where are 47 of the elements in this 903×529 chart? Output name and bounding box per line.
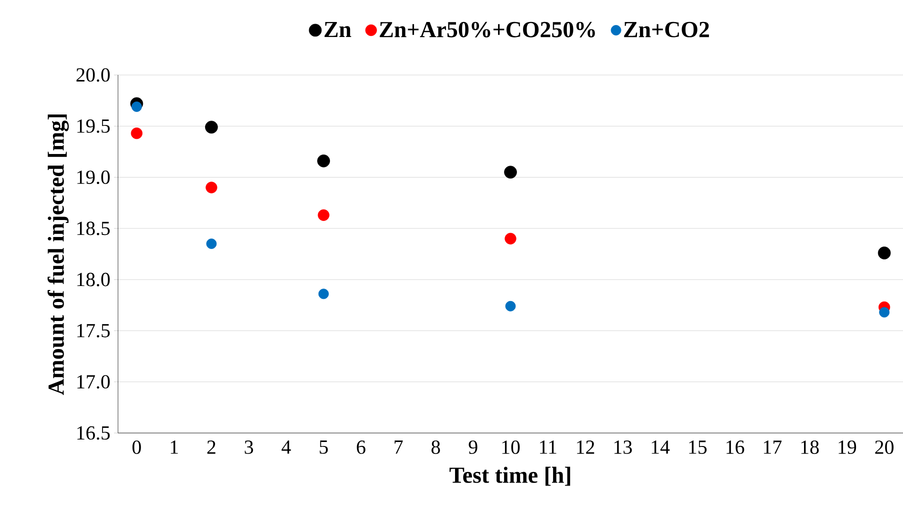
y-tick-label: 20.0 — [76, 68, 110, 82]
point — [505, 300, 516, 312]
y-tick-label: 17.5 — [77, 324, 110, 338]
point — [504, 166, 517, 179]
point — [131, 102, 142, 112]
x-tick-label: 4 — [282, 440, 291, 454]
legend-label: Zn+Ar50%+CO250% — [380, 22, 595, 38]
x-axis-title: Test time [h] — [450, 466, 570, 486]
x-tick-label: 5 — [320, 440, 328, 454]
x-tick-label: 16 — [726, 440, 744, 454]
legend-label: Zn+CO2 — [624, 22, 709, 38]
x-tick-label: 17 — [764, 440, 782, 454]
point — [206, 238, 217, 249]
x-tick-label: 12 — [577, 440, 594, 454]
point — [318, 288, 329, 300]
point — [206, 182, 218, 194]
y-tick-label: 19.0 — [77, 170, 110, 184]
y-tick-label: 17.0 — [77, 375, 110, 389]
point — [318, 209, 330, 221]
x-tick-label: 7 — [394, 440, 403, 454]
x-tick-label: 20 — [875, 440, 894, 454]
y-tick-label: 16.5 — [77, 426, 110, 440]
x-tick-label: 10 — [502, 440, 520, 454]
x-tick-label: 9 — [468, 440, 478, 454]
y-tick-label: 18.5 — [77, 222, 110, 236]
point — [317, 154, 330, 168]
x-tick-label: 11 — [540, 440, 556, 454]
point — [878, 246, 891, 260]
y-tick-label: 19.5 — [77, 119, 110, 133]
x-tick-label: 8 — [432, 440, 440, 454]
point — [130, 128, 142, 140]
x-tick-label: 3 — [244, 440, 254, 454]
legend-label: Zn — [324, 22, 352, 37]
point — [504, 232, 516, 244]
point — [879, 307, 890, 318]
x-tick-label: 2 — [207, 440, 216, 454]
point — [205, 120, 218, 134]
x-tick-label: 18 — [801, 440, 819, 454]
x-tick-label: 0 — [132, 440, 141, 454]
x-tick-label: 19 — [838, 440, 856, 454]
y-tick-label: 18.0 — [77, 272, 110, 286]
x-tick-label: 6 — [356, 440, 366, 454]
x-tick-label: 15 — [689, 440, 707, 454]
x-tick-label: 1 — [170, 440, 178, 454]
x-tick-label: 14 — [652, 440, 670, 454]
y-axis-title: Amount of fuel injected [mg] — [48, 114, 69, 396]
x-tick-label: 13 — [614, 440, 632, 454]
